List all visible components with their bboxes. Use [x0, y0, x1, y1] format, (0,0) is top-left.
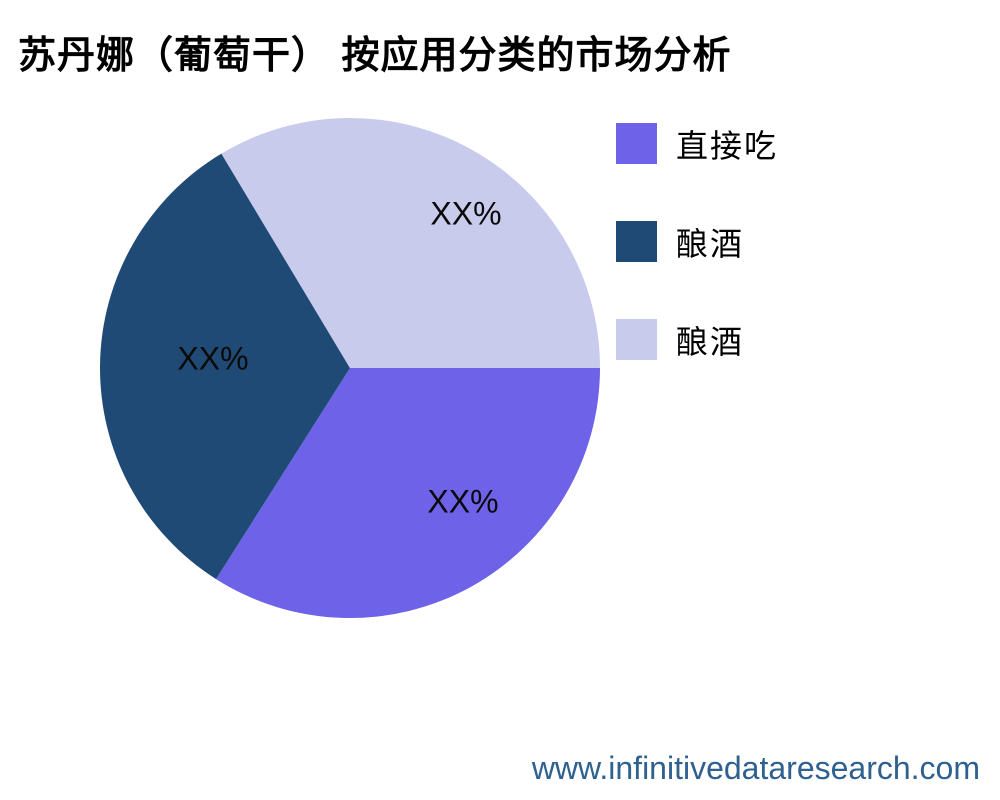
legend-item-winemaking[interactable]: 酿酒 — [616, 221, 778, 262]
legend-swatch-icon — [616, 221, 657, 262]
pie-slice-label-direct-eat: XX% — [427, 483, 499, 520]
legend-swatch-icon — [616, 123, 657, 164]
pie-chart: XX% XX% XX% — [100, 118, 600, 618]
pie-slice-2[interactable] — [221, 118, 600, 369]
pie-chart-svg — [100, 118, 600, 618]
legend-label: 直接吃 — [676, 127, 779, 164]
chart-title: 苏丹娜（葡萄干） 按应用分类的市场分析 — [18, 35, 732, 77]
pie-slice-1[interactable] — [100, 153, 350, 580]
legend-swatch-icon — [616, 319, 657, 360]
legend-item-winemaking-2[interactable]: 酿酒 — [616, 319, 778, 360]
legend-item-direct-eat[interactable]: 直接吃 — [616, 123, 778, 164]
legend-label: 酿酒 — [676, 323, 745, 360]
pie-slice-label-winemaking: XX% — [177, 340, 249, 377]
pie-slice-0[interactable] — [216, 368, 600, 618]
pie-slice-label-winemaking-2: XX% — [430, 195, 502, 232]
website-url[interactable]: www.infinitivedataresearch.com — [531, 750, 980, 786]
chart-legend: 直接吃 酿酒 酿酒 — [616, 123, 778, 417]
legend-label: 酿酒 — [676, 225, 745, 262]
